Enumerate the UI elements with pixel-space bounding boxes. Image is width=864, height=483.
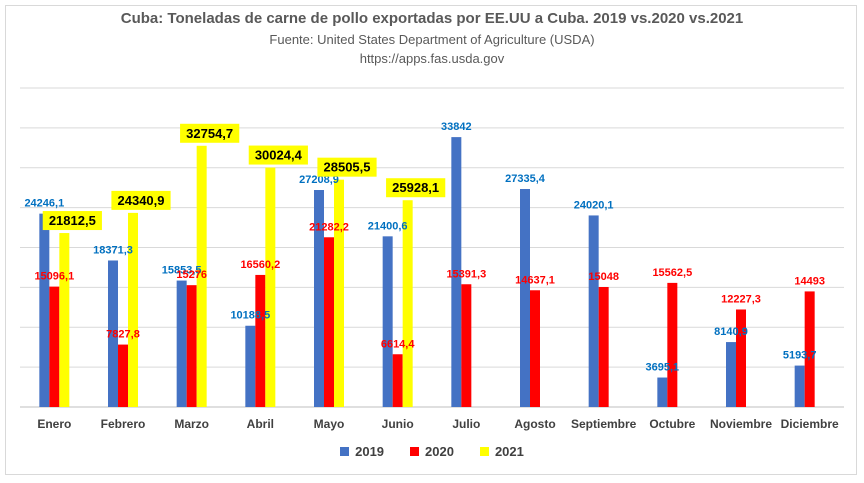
data-label-2019: 5193,7 — [783, 350, 817, 362]
bar-2019 — [245, 325, 256, 407]
data-label-box-2021 — [248, 145, 308, 165]
data-label-2020: 14637,1 — [515, 274, 555, 286]
x-tick-label: Septiembre — [571, 417, 637, 431]
data-label-2020: 12227,3 — [721, 293, 761, 305]
data-label-2020: 15096,1 — [34, 271, 74, 283]
data-label-2019: 33842 — [441, 121, 472, 133]
data-label-box-2021 — [386, 178, 446, 198]
bar-2021 — [196, 145, 207, 408]
data-label-2019: 27208,9 — [299, 174, 339, 186]
data-label-box-2021 — [180, 123, 240, 143]
data-label-2019: 27335,4 — [505, 173, 546, 185]
data-label-2020: 21282,2 — [309, 221, 349, 233]
data-label-2021: 30024,4 — [255, 148, 303, 163]
bar-2019 — [657, 377, 668, 407]
x-tick-label: Julio — [452, 417, 480, 431]
bar-2020 — [392, 354, 403, 407]
bar-2019 — [176, 280, 187, 407]
bar-2020 — [736, 309, 746, 407]
data-label-2020: 16560,2 — [240, 259, 280, 271]
chart-source-url: https://apps.fas.usda.gov — [359, 51, 505, 66]
data-label-2020: 15276 — [176, 269, 207, 281]
data-label-2021: 32754,7 — [186, 126, 233, 141]
bar-2020 — [324, 237, 334, 407]
bar-2020 — [530, 290, 540, 407]
bar-2020 — [186, 285, 197, 407]
bar-2021 — [128, 212, 138, 407]
legend-swatch-2020 — [410, 447, 420, 456]
bar-2019 — [588, 215, 599, 407]
legend-swatch-2021 — [479, 447, 489, 456]
legend-item-2020: 2020 — [410, 444, 454, 459]
bar-2020 — [49, 286, 60, 407]
data-label-2020: 15562,5 — [652, 267, 692, 279]
bar-2020 — [598, 286, 609, 407]
data-label-2019: 15853,5 — [162, 265, 202, 277]
chart-subtitle: Fuente: United States Department of Agri… — [269, 32, 595, 47]
data-label-2021: 25928,1 — [392, 180, 439, 195]
data-label-2021: 21812,5 — [49, 213, 96, 228]
data-label-2019: 10188,5 — [230, 310, 270, 322]
chart-frame — [5, 5, 857, 475]
data-label-2019: 24246,1 — [24, 198, 64, 210]
data-label-2021: 24340,9 — [118, 193, 165, 208]
chart-title: Cuba: Toneladas de carne de pollo export… — [120, 10, 744, 27]
legend-swatch-2019 — [340, 447, 350, 456]
legend-item-2021: 2021 — [479, 444, 524, 459]
data-label-2019: 24020,1 — [574, 199, 614, 211]
data-label-2020: 6614,4 — [381, 338, 416, 350]
bar-2020 — [118, 344, 128, 407]
x-tick-label: Octubre — [649, 417, 695, 431]
x-tick-label: Abril — [247, 417, 274, 431]
bar-2021 — [265, 167, 276, 407]
data-label-2019: 3695,1 — [646, 362, 680, 374]
bar-2019 — [726, 342, 736, 407]
x-tick-label: Marzo — [174, 417, 209, 431]
data-label-2020: 15391,3 — [446, 268, 486, 280]
bar-2019 — [314, 190, 324, 407]
x-tick-label: Enero — [37, 417, 71, 431]
legend-label-2021: 2021 — [494, 444, 524, 459]
data-label-2020: 7827,8 — [106, 329, 140, 341]
data-label-2020: 15048 — [588, 271, 619, 283]
data-label-2021: 28505,5 — [324, 160, 371, 175]
x-tick-label: Junio — [382, 417, 414, 431]
data-label-2020: 14493 — [794, 275, 825, 287]
bar-2019 — [794, 365, 805, 407]
x-tick-label: Febrero — [101, 417, 146, 431]
bar-2021 — [59, 233, 70, 407]
bar-2020 — [667, 282, 678, 407]
data-label-2019: 18371,3 — [93, 244, 133, 256]
bar-2021 — [334, 179, 344, 407]
x-tick-label: Agosto — [514, 417, 555, 431]
bar-2020 — [255, 274, 266, 407]
data-label-box-2021 — [317, 157, 377, 177]
bar-2019 — [39, 213, 50, 407]
bar-2020 — [804, 291, 815, 407]
legend-label-2019: 2019 — [355, 444, 385, 459]
legend-label-2020: 2020 — [425, 444, 454, 459]
x-tick-label: Diciembre — [781, 417, 839, 431]
bar-2019 — [382, 236, 393, 407]
legend-item-2019: 2019 — [340, 444, 384, 459]
x-tick-label: Mayo — [314, 417, 345, 431]
bar-2020 — [461, 284, 472, 407]
data-label-box-2021 — [42, 211, 102, 231]
bar-2019 — [451, 137, 462, 407]
data-label-box-2021 — [111, 190, 171, 210]
chart-legend: 2019 2020 2021 — [0, 444, 864, 459]
data-label-2019: 8140,9 — [714, 326, 748, 338]
bar-2021 — [402, 200, 413, 407]
x-tick-label: Noviembre — [710, 417, 772, 431]
bar-2019 — [108, 260, 118, 407]
data-label-2019: 21400,6 — [368, 220, 408, 232]
bar-2019 — [520, 189, 530, 407]
